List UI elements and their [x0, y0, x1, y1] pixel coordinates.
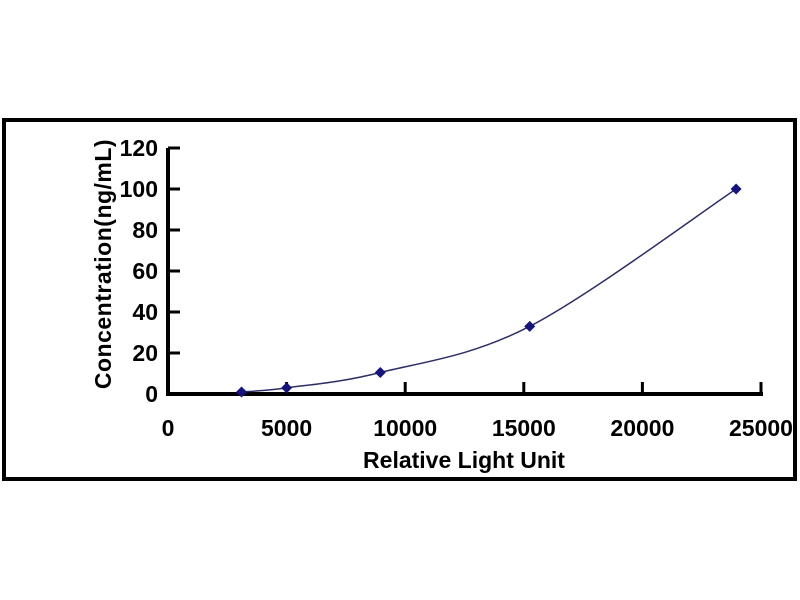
y-axis-title: Concentration(ng/mL): [90, 138, 116, 390]
y-tick-label: 40: [132, 299, 158, 325]
y-tick-label: 60: [132, 258, 158, 284]
chart-frame: [2, 118, 797, 481]
data-point-marker: [524, 320, 536, 332]
data-point-marker: [730, 183, 742, 195]
x-tick-label: 0: [162, 415, 175, 441]
data-point-marker: [281, 382, 293, 394]
data-point-marker: [236, 386, 248, 398]
x-axis-title: Relative Light Unit: [363, 447, 565, 473]
x-tick-label: 10000: [373, 415, 437, 441]
curve-line: [241, 188, 737, 393]
y-tick-label: 80: [132, 217, 158, 243]
data-point-marker: [374, 366, 386, 378]
x-tick-label: 5000: [261, 415, 312, 441]
x-tick-label: 25000: [729, 415, 793, 441]
x-tick-label: 15000: [492, 415, 556, 441]
y-tick-label: 100: [120, 176, 158, 202]
y-tick-label: 20: [132, 340, 158, 366]
x-tick-label: 20000: [610, 415, 674, 441]
y-tick-label: 120: [120, 135, 158, 161]
y-tick-label: 0: [145, 381, 158, 407]
